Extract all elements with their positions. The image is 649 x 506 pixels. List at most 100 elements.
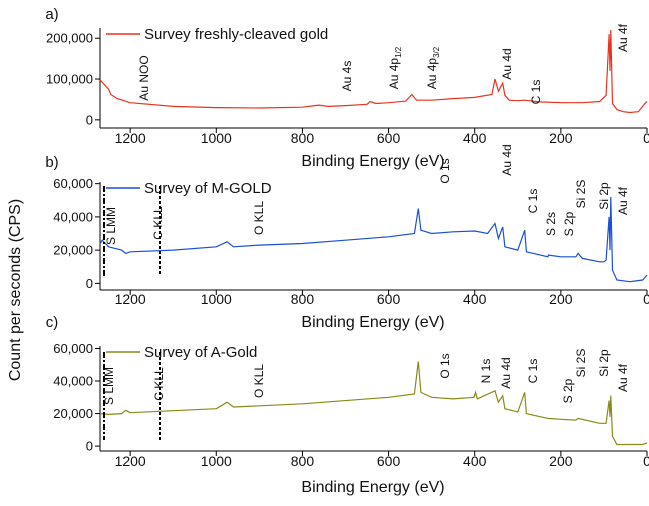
x-tick-label: 400 [463, 453, 487, 469]
peak-annotation: S 2p [561, 378, 575, 403]
series-line [99, 29, 648, 114]
annotation-text: Au 4p [387, 58, 401, 90]
annotation-text: C 1s [529, 80, 543, 105]
annotation-text: O 1s [438, 353, 452, 378]
annotation-text: O KLL [252, 201, 266, 235]
peak-annotation: Au 4d [500, 144, 514, 175]
peak-annotation: C 1s [526, 359, 540, 384]
peak-annotation: O 1s [438, 353, 452, 378]
annotation-text: S 2s [544, 212, 558, 236]
annotation-text: Si 2p [597, 349, 611, 377]
x-tick-label: 1000 [201, 291, 232, 307]
y-tick-label: 100,000 [46, 72, 93, 87]
x-tick-label: 400 [463, 130, 487, 146]
x-tick-label: 800 [291, 291, 315, 307]
peak-annotation: C 1s [526, 189, 540, 214]
y-tick-label: 20,000 [53, 243, 93, 258]
peak-annotation: Si 2p [597, 349, 611, 377]
annotation-text: C KLL [152, 367, 166, 401]
y-tick-label: 20,000 [53, 406, 93, 421]
y-tick-label: 60,000 [53, 341, 93, 356]
x-tick-label: 1000 [201, 453, 232, 469]
annotation-text: Au 4d [500, 48, 514, 79]
peak-annotation: S 2s [544, 212, 558, 236]
peak-annotation: Au 4f [616, 23, 630, 52]
annotation-text: S 2p [562, 211, 576, 236]
peak-annotation: Si 2p [597, 182, 611, 210]
annotation-text: S LMM [104, 207, 118, 245]
peak-annotation: Si 2S [574, 349, 588, 378]
x-axis-title: Binding Energy (eV) [301, 314, 444, 331]
x-tick-label: 0 [643, 130, 649, 146]
x-axis-title: Binding Energy (eV) [301, 479, 444, 496]
peak-annotation: O KLL [252, 364, 266, 398]
y-tick-label: 0 [86, 276, 93, 291]
annotation-text: Si 2S [574, 349, 588, 378]
annotation-text: O KLL [252, 364, 266, 398]
panel-label: b) [45, 154, 58, 171]
peak-annotation: Au 4f [616, 363, 630, 392]
peak-annotation: C KLL [152, 367, 166, 401]
peak-annotation: Au 4d [500, 48, 514, 79]
y-tick-label: 0 [86, 439, 93, 454]
annotation-text: Au 4s [340, 61, 354, 92]
x-tick-label: 0 [643, 291, 649, 307]
annotation-text: C 1s [526, 189, 540, 214]
annotation-text: S 2p [561, 378, 575, 403]
x-tick-label: 1200 [115, 291, 146, 307]
annotation-text: Au 4d [499, 357, 513, 388]
peak-annotation: Au 4p3/2 [425, 46, 441, 89]
peak-annotation: C KLL [151, 206, 165, 240]
peak-annotation: Au NOO [137, 55, 151, 100]
annotation-text: Au 4f [616, 23, 630, 52]
x-tick-label: 200 [549, 453, 573, 469]
peak-annotation: S 2p [562, 211, 576, 236]
peak-annotation: Si 2S [574, 180, 588, 209]
peak-annotation: O 1s [438, 158, 452, 183]
series-line [99, 361, 648, 446]
y-tick-label: 40,000 [53, 374, 93, 389]
legend-label: Survey of A-Gold [144, 344, 257, 361]
legend-label: Survey of M-GOLD [144, 180, 272, 197]
panel: a) 0 100,000 200,000 1200 1000 800 600 400 200 0 Bi… [45, 6, 649, 170]
x-tick-label: 600 [377, 291, 401, 307]
annotation-text: S LMM [102, 367, 116, 405]
peak-annotation: N 1s [479, 359, 493, 384]
series-line [99, 196, 648, 283]
x-axis-title: Binding Energy (eV) [301, 153, 444, 170]
x-tick-label: 1200 [115, 453, 146, 469]
x-tick-label: 800 [291, 130, 315, 146]
x-tick-label: 1200 [115, 130, 146, 146]
panel-label: a) [45, 6, 58, 23]
panel: b) 0 20,000 40,000 60,000 1200 1000 800 600 400 20… [45, 144, 649, 331]
annotation-text: Si 2S [574, 180, 588, 209]
peak-annotation: C 1s [529, 80, 543, 105]
peak-annotation: O KLL [252, 201, 266, 235]
x-tick-label: 600 [377, 453, 401, 469]
x-tick-label: 0 [643, 453, 649, 469]
x-tick-label: 600 [377, 130, 401, 146]
y-tick-label: 200,000 [46, 31, 93, 46]
panel-label: c) [46, 314, 59, 331]
annotation-text: Au 4f [616, 363, 630, 392]
x-tick-label: 1000 [201, 130, 232, 146]
annotation-text: Au 4d [500, 144, 514, 175]
annotation-text: Au 4p [425, 58, 439, 90]
annotation-text: O 1s [438, 158, 452, 183]
annotation-sub: 3/2 [432, 46, 441, 58]
legend-label: Survey freshly-cleaved gold [144, 26, 328, 43]
annotation-text: C 1s [526, 359, 540, 384]
peak-annotation: Au 4s [340, 61, 354, 92]
annotation-text: Au NOO [137, 55, 151, 100]
annotation-text: Si 2p [597, 182, 611, 210]
peak-annotation: S LMM [102, 367, 116, 405]
peak-annotation: Au 4f [616, 186, 630, 215]
panel: c) 0 20,000 40,000 60,000 1200 1000 800 600 400 20… [46, 314, 649, 496]
peak-annotation: Au 4p1/2 [387, 46, 403, 89]
annotation-text: C KLL [151, 206, 165, 240]
y-tick-label: 60,000 [53, 176, 93, 191]
annotation-sub: 1/2 [394, 46, 403, 58]
x-tick-label: 800 [291, 453, 315, 469]
peak-annotation: Au 4d [499, 357, 513, 388]
